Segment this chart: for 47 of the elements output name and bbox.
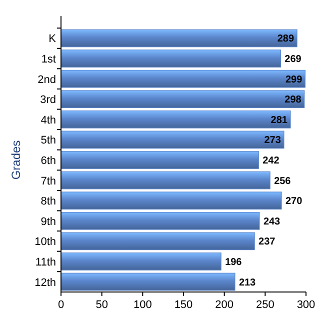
data-label: 256	[274, 176, 292, 187]
y-tick-label: 12th	[34, 276, 56, 289]
bar	[60, 70, 306, 88]
data-label: 196	[225, 256, 242, 268]
data-label: 237	[258, 236, 276, 248]
x-tick-label: 50	[96, 299, 108, 311]
data-label: 213	[238, 277, 256, 288]
y-tick-label: 6th	[40, 155, 56, 167]
bar	[60, 151, 259, 169]
data-label: 243	[263, 216, 281, 228]
bar	[60, 252, 222, 270]
bar	[60, 50, 281, 68]
y-axis-title: Grades	[9, 140, 23, 180]
y-tick-label: 11th	[35, 256, 56, 268]
data-label: 242	[262, 156, 280, 166]
y-tick-label: 2nd	[38, 74, 56, 86]
x-tick-label: 100	[133, 299, 152, 311]
data-label: 298	[284, 94, 302, 106]
x-tick-label: 150	[174, 299, 193, 311]
bar	[60, 212, 260, 230]
bar	[60, 130, 284, 149]
data-label: 281	[270, 114, 288, 126]
data-label: 289	[277, 34, 294, 45]
y-tick-label: 10th	[34, 236, 56, 248]
y-tick-label: 3rd	[40, 94, 56, 106]
x-tick-label: 250	[256, 299, 274, 311]
data-label: 269	[284, 54, 302, 66]
bar	[60, 171, 270, 190]
y-tick-label: 7th	[40, 175, 56, 188]
y-tick-label: 8th	[40, 196, 56, 208]
x-tick-label: 0	[58, 299, 64, 311]
data-label: 299	[285, 74, 303, 86]
y-tick-label: 1st	[41, 54, 56, 66]
y-tick-label: 5th	[40, 134, 56, 147]
data-label: 273	[264, 135, 282, 146]
x-tick-label: 200	[215, 299, 234, 311]
y-tick-label: 4th	[40, 114, 56, 126]
bar	[60, 192, 282, 210]
x-tick-label: 300	[296, 299, 316, 311]
y-tick-label: 9th	[40, 216, 56, 228]
data-label: 270	[286, 196, 303, 208]
bar	[60, 232, 255, 250]
bar	[60, 110, 291, 128]
y-tick-label: K	[48, 33, 57, 46]
bar	[60, 29, 298, 48]
bar	[60, 272, 236, 291]
bar	[60, 90, 305, 108]
